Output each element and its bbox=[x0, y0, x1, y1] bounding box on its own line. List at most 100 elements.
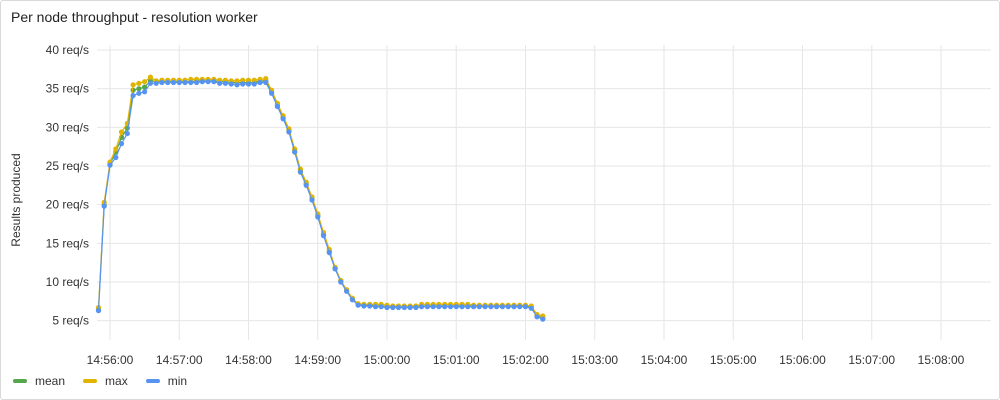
data-point-min bbox=[303, 182, 309, 188]
data-point-max bbox=[147, 74, 153, 80]
x-tick-label: 15:04:00 bbox=[641, 353, 688, 367]
data-point-min bbox=[286, 129, 292, 135]
legend-item-min[interactable]: min bbox=[145, 374, 188, 388]
data-point-min bbox=[459, 304, 465, 310]
panel-title: Per node throughput - resolution worker bbox=[11, 9, 258, 25]
data-point-max bbox=[113, 146, 119, 152]
data-point-min bbox=[199, 79, 205, 85]
data-point-max bbox=[263, 76, 269, 82]
y-tick-label: 25 req/s bbox=[46, 159, 89, 173]
data-point-max bbox=[251, 77, 257, 83]
data-point-min bbox=[453, 304, 459, 310]
legend-swatch bbox=[145, 379, 160, 383]
data-point-min bbox=[147, 80, 153, 86]
data-point-min bbox=[528, 305, 534, 311]
data-point-min bbox=[142, 89, 148, 95]
data-point-min bbox=[292, 149, 298, 155]
data-point-min bbox=[182, 79, 188, 86]
data-point-min bbox=[101, 203, 107, 209]
legend: mean max min bbox=[13, 374, 187, 388]
data-point-min bbox=[384, 304, 390, 311]
data-point-min bbox=[176, 79, 182, 86]
data-point-min bbox=[234, 82, 240, 88]
data-point-min bbox=[320, 233, 327, 239]
data-point-min bbox=[170, 79, 177, 86]
x-tick-label: 14:58:00 bbox=[225, 353, 272, 367]
data-point-min bbox=[499, 304, 505, 310]
data-point-min bbox=[511, 304, 517, 310]
data-point-min bbox=[447, 304, 454, 310]
data-point-mean bbox=[136, 86, 142, 92]
data-point-min bbox=[522, 304, 529, 310]
legend-label: mean bbox=[35, 374, 66, 388]
data-point-min bbox=[251, 81, 257, 87]
y-tick-label: 40 req/s bbox=[46, 43, 89, 57]
x-tick-label: 15:07:00 bbox=[848, 353, 895, 367]
legend-label: min bbox=[167, 374, 188, 388]
series-group bbox=[95, 74, 546, 322]
data-point-min bbox=[194, 79, 200, 86]
y-axis-label: Results produced bbox=[9, 153, 23, 246]
data-point-min bbox=[482, 304, 488, 310]
data-point-min bbox=[413, 304, 419, 311]
data-point-min bbox=[297, 169, 303, 175]
y-tick-label: 35 req/s bbox=[46, 82, 89, 96]
data-point-min bbox=[540, 316, 546, 322]
data-point-min bbox=[269, 90, 275, 96]
x-tick-label: 14:57:00 bbox=[156, 353, 203, 367]
data-point-min bbox=[361, 303, 367, 309]
data-point-min bbox=[309, 197, 315, 203]
data-point-min bbox=[124, 130, 130, 137]
y-tick-label: 15 req/s bbox=[46, 236, 89, 250]
data-point-min bbox=[280, 116, 286, 122]
data-point-min bbox=[419, 304, 425, 310]
data-point-min bbox=[130, 93, 136, 99]
data-point-min bbox=[395, 304, 402, 311]
x-tick-label: 15:00:00 bbox=[364, 353, 411, 367]
data-point-min bbox=[436, 304, 442, 310]
data-point-max bbox=[240, 77, 246, 83]
data-point-min bbox=[401, 304, 407, 311]
data-point-min bbox=[505, 304, 511, 310]
y-tick-label: 10 req/s bbox=[46, 275, 89, 289]
grid bbox=[97, 45, 991, 340]
y-tick-label: 30 req/s bbox=[46, 120, 89, 134]
data-point-min bbox=[476, 304, 482, 310]
x-tick-label: 14:59:00 bbox=[294, 353, 341, 367]
legend-label: max bbox=[105, 374, 128, 388]
data-point-min bbox=[488, 304, 494, 310]
data-point-min bbox=[274, 103, 280, 110]
data-point-min bbox=[372, 304, 379, 310]
x-tick-label: 15:01:00 bbox=[433, 353, 480, 367]
data-point-min bbox=[222, 80, 228, 86]
data-point-min bbox=[442, 304, 448, 310]
data-point-min bbox=[332, 266, 338, 272]
data-point-min bbox=[378, 304, 384, 310]
series-line-min bbox=[97, 81, 544, 320]
data-point-min bbox=[165, 79, 171, 86]
data-point-max bbox=[136, 80, 142, 86]
series-min bbox=[95, 79, 546, 322]
x-tick-label: 15:08:00 bbox=[918, 353, 965, 367]
data-point-min bbox=[390, 304, 396, 311]
legend-swatch bbox=[83, 379, 98, 383]
x-tick-label: 15:02:00 bbox=[502, 353, 549, 367]
x-axis-ticks: 14:56:00 14:57:00 14:58:00 14:59:00 15:00:00… bbox=[87, 353, 965, 367]
data-point-min bbox=[240, 81, 246, 87]
data-point-min bbox=[465, 304, 471, 310]
data-point-min bbox=[534, 314, 540, 320]
legend-item-max[interactable]: max bbox=[83, 374, 128, 388]
data-point-min bbox=[211, 79, 217, 85]
data-point-min bbox=[217, 80, 223, 86]
legend-item-mean[interactable]: mean bbox=[13, 374, 65, 388]
data-point-min bbox=[349, 297, 355, 303]
data-point-min bbox=[517, 304, 523, 310]
y-axis-ticks: 5 req/s 10 req/s 15 req/s 20 req/s 25 req/s 3… bbox=[46, 43, 89, 328]
data-point-min bbox=[107, 162, 113, 168]
series-line-max bbox=[97, 76, 543, 317]
data-point-mean bbox=[142, 84, 148, 90]
data-point-min bbox=[95, 308, 102, 314]
x-tick-label: 14:56:00 bbox=[87, 353, 134, 367]
